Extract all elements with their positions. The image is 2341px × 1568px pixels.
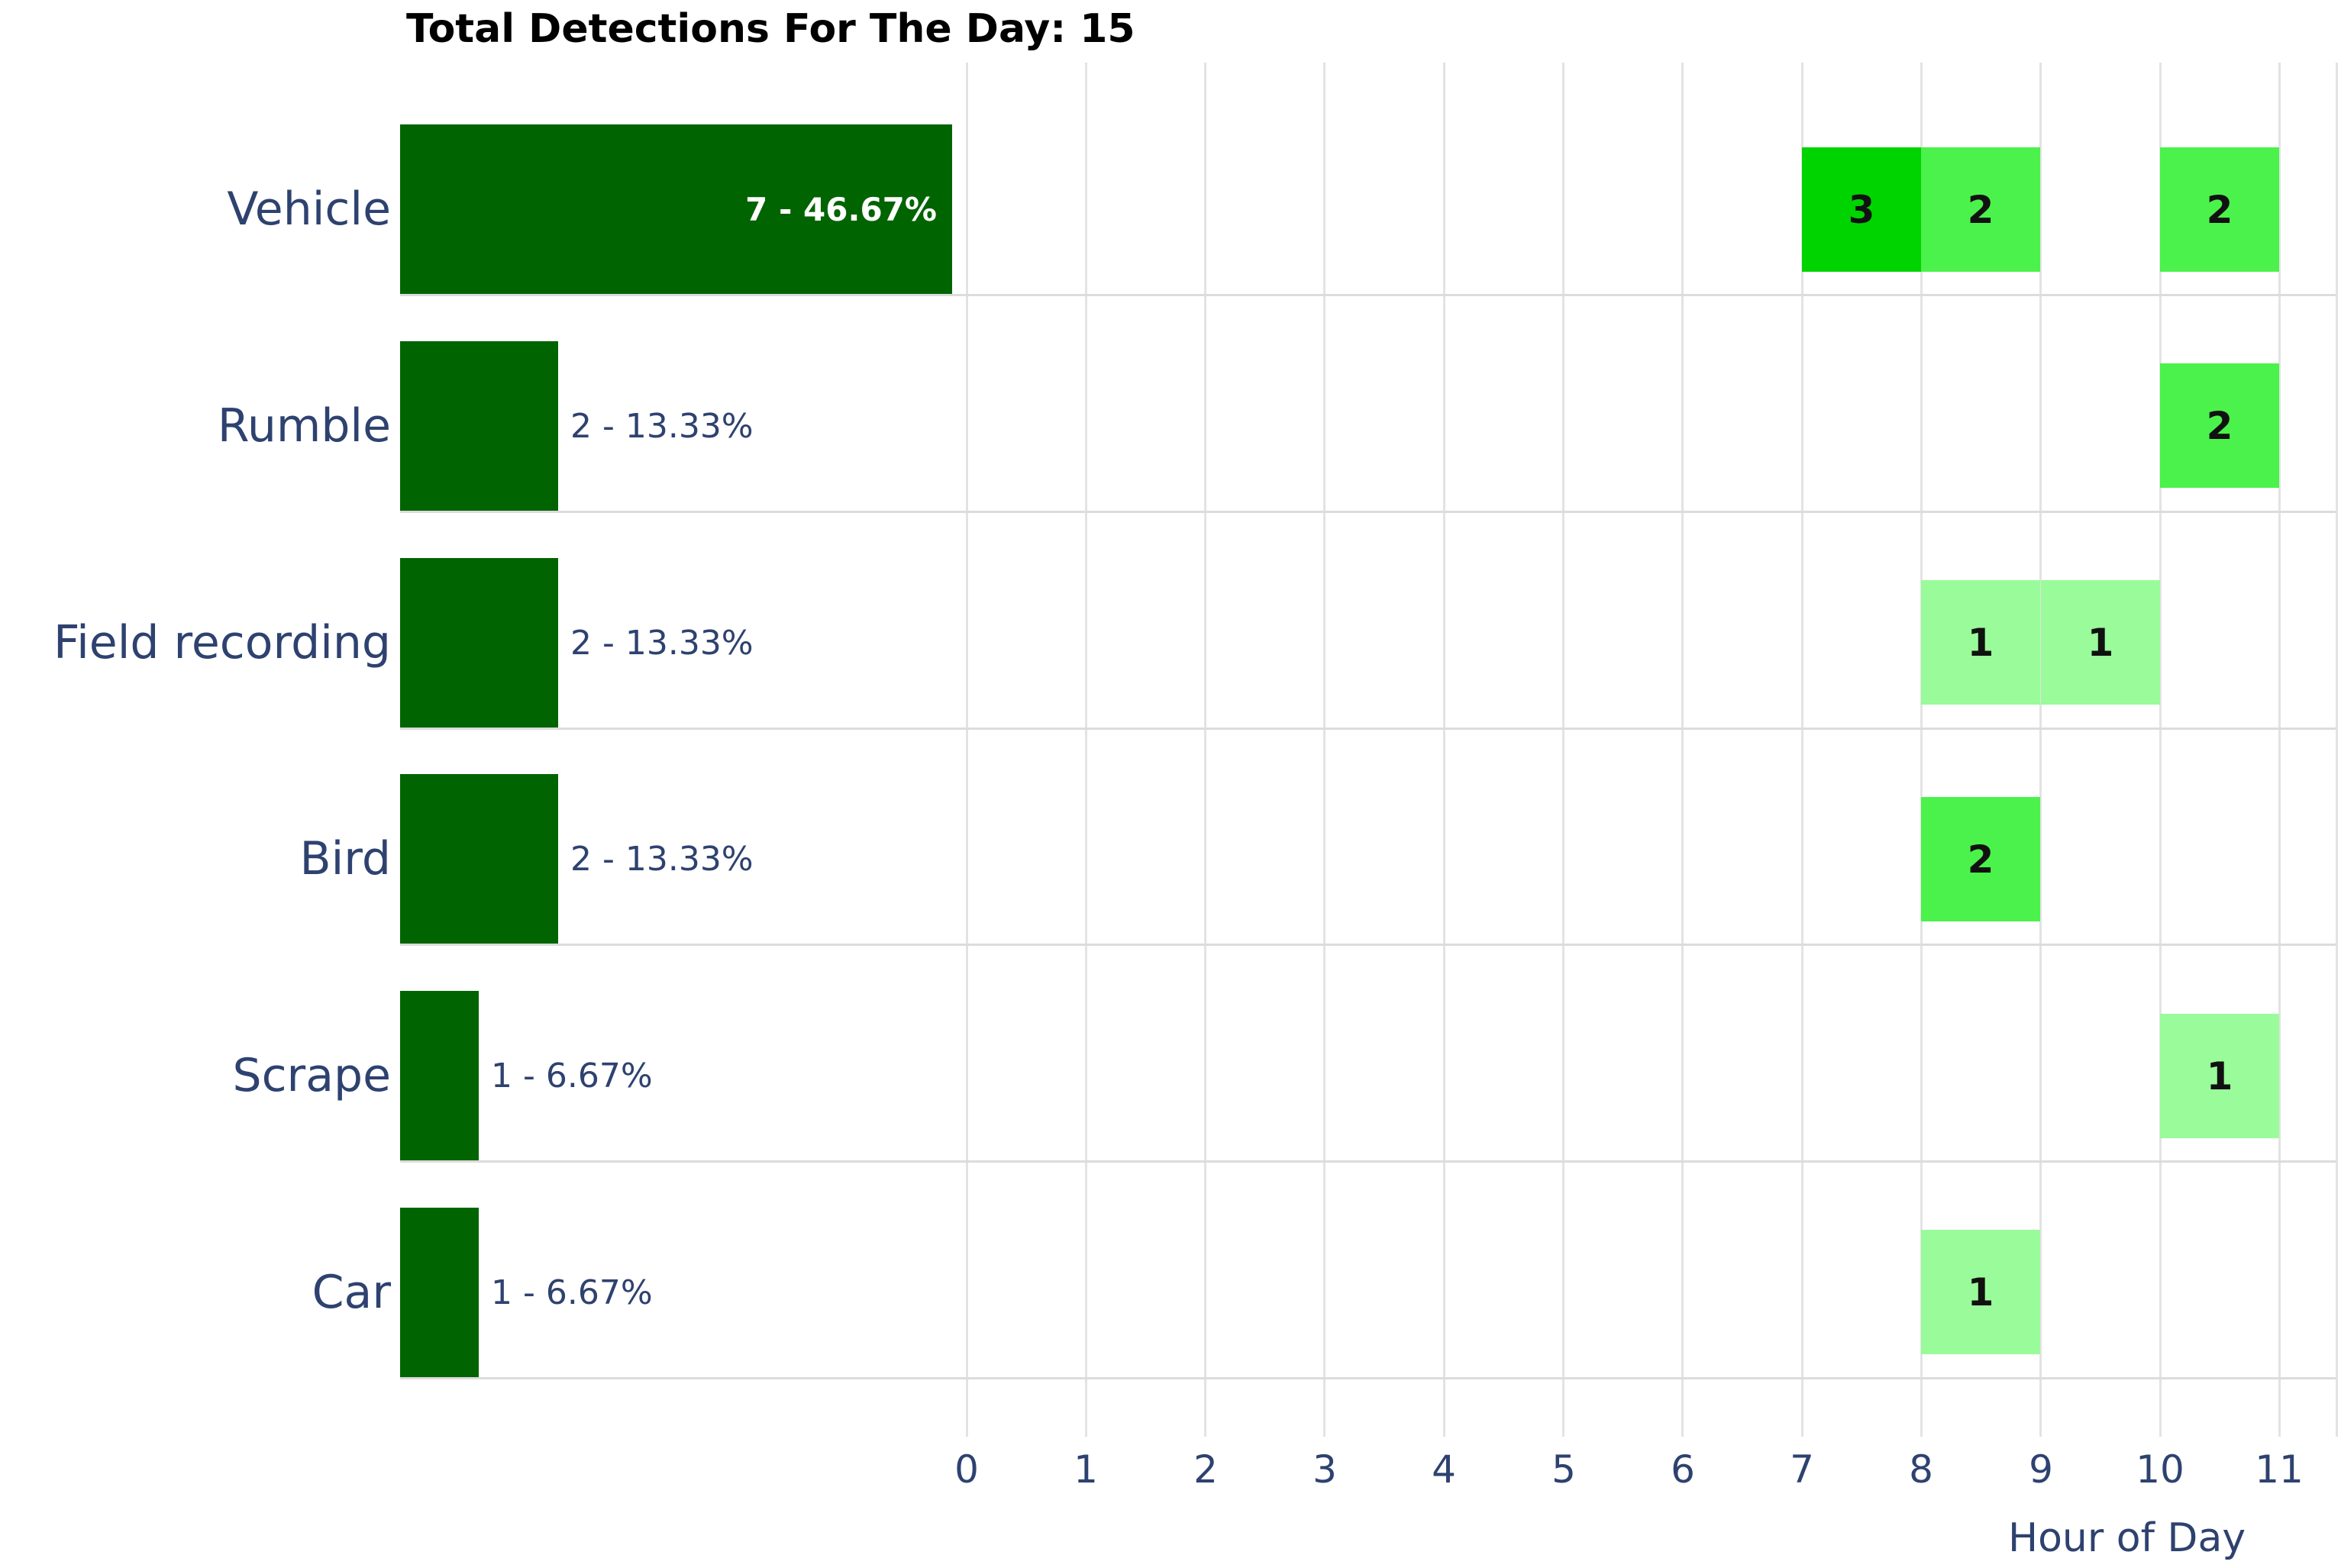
category-label: Bird — [299, 832, 391, 886]
category-bar — [400, 774, 558, 944]
heatmap-cell-value: 1 — [1967, 620, 1994, 665]
grid-line-hour-3 — [1323, 63, 1325, 1437]
heatmap-cell-value: 2 — [1967, 187, 1994, 232]
heatmap-cell-value: 2 — [1967, 837, 1994, 882]
heatmap-cell: 1 — [2041, 580, 2160, 705]
heatmap-cell-value: 2 — [2206, 187, 2233, 232]
category-bar — [400, 558, 558, 728]
heatmap-cell: 2 — [2160, 147, 2279, 272]
bar-value-label: 2 - 13.33% — [570, 406, 754, 446]
heatmap-cell: 3 — [1802, 147, 1921, 272]
chart-title: Total Detections For The Day: 15 — [406, 6, 1135, 52]
x-axis-title: Hour of Day — [2008, 1515, 2246, 1561]
heatmap-cell-value: 1 — [2087, 620, 2114, 665]
bar-value-label: 2 - 13.33% — [570, 839, 754, 879]
x-tick-label: 4 — [1432, 1447, 1456, 1492]
heatmap-cell-value: 1 — [1967, 1270, 1994, 1315]
heatmap-cell-value: 1 — [2206, 1053, 2233, 1099]
category-label: Rumble — [217, 399, 391, 453]
row-separator — [400, 511, 2336, 513]
x-tick-label: 3 — [1313, 1447, 1337, 1492]
x-tick-label: 8 — [1909, 1447, 1933, 1492]
heatmap-cell: 1 — [1921, 580, 2040, 705]
category-label: Vehicle — [227, 182, 391, 236]
category-label: Car — [312, 1266, 391, 1319]
grid-line-hour-6 — [1681, 63, 1684, 1437]
category-bar — [400, 991, 479, 1160]
x-tick-label: 6 — [1671, 1447, 1695, 1492]
x-tick-label: 10 — [2136, 1447, 2184, 1492]
heatmap-cell: 2 — [2160, 363, 2279, 488]
row-separator — [400, 1160, 2336, 1163]
heatmap-cell-value: 2 — [2206, 403, 2233, 448]
x-tick-label: 11 — [2255, 1447, 2304, 1492]
category-bar: 7 - 46.67% — [400, 124, 952, 294]
heatmap-cell: 1 — [2160, 1014, 2279, 1138]
row-separator — [400, 728, 2336, 730]
heatmap-cell: 2 — [1921, 147, 2040, 272]
heatmap-cell: 2 — [1921, 797, 2040, 921]
bar-value-label: 7 - 46.67% — [745, 190, 937, 228]
bar-value-label: 1 - 6.67% — [491, 1273, 653, 1312]
grid-line-hour-11 — [2278, 63, 2281, 1437]
x-tick-label: 2 — [1193, 1447, 1218, 1492]
row-separator — [400, 1377, 2336, 1379]
heatmap-cell: 1 — [1921, 1230, 2040, 1354]
grid-line-hour-2 — [1204, 63, 1206, 1437]
grid-line-hour-5 — [1562, 63, 1564, 1437]
heatmap-cell-value: 3 — [1848, 187, 1875, 232]
grid-line-hour-7 — [1801, 63, 1803, 1437]
x-tick-label: 5 — [1552, 1447, 1576, 1492]
bar-value-label: 1 - 6.67% — [491, 1056, 653, 1095]
category-bar — [400, 1208, 479, 1377]
grid-line-hour-0 — [966, 63, 968, 1437]
category-label: Field recording — [53, 616, 391, 669]
x-tick-label: 7 — [1790, 1447, 1814, 1492]
x-tick-label: 0 — [954, 1447, 979, 1492]
x-tick-label: 1 — [1074, 1447, 1098, 1492]
grid-line-hour-4 — [1443, 63, 1445, 1437]
plot-right-spine — [2336, 63, 2338, 1437]
grid-line-hour-1 — [1085, 63, 1087, 1437]
row-separator — [400, 944, 2336, 946]
x-tick-label: 9 — [2029, 1447, 2053, 1492]
row-separator — [400, 294, 2336, 296]
bar-value-label: 2 - 13.33% — [570, 623, 754, 663]
grid-line-hour-9 — [2039, 63, 2042, 1437]
category-label: Scrape — [232, 1049, 391, 1102]
grid-line-hour-10 — [2159, 63, 2162, 1437]
grid-line-hour-8 — [1920, 63, 1923, 1437]
category-bar — [400, 341, 558, 511]
